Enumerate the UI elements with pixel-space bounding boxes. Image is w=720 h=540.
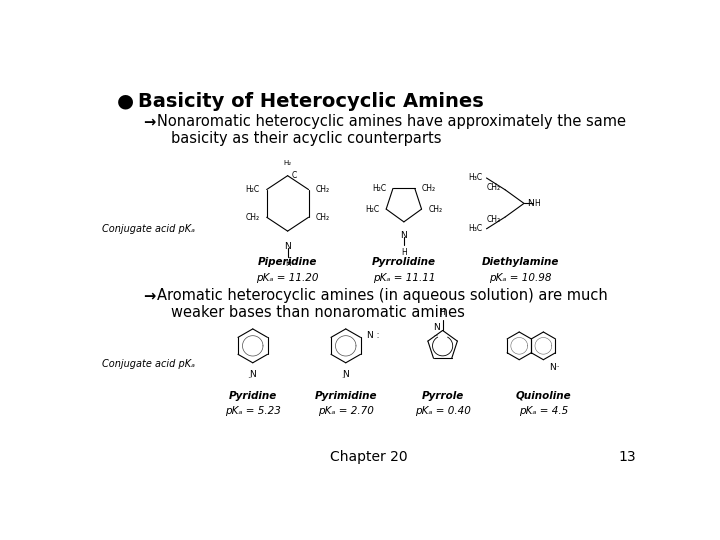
Text: Quinoline: Quinoline [516, 390, 571, 401]
Text: N: N [343, 370, 349, 380]
Text: H: H [401, 248, 407, 257]
Text: Conjugate acid pKₐ: Conjugate acid pKₐ [102, 359, 194, 369]
Text: H: H [440, 308, 446, 316]
Text: pKₐ = 2.70: pKₐ = 2.70 [318, 406, 374, 416]
Text: pKₐ = 0.40: pKₐ = 0.40 [415, 406, 471, 416]
Text: pKₐ = 11.20: pKₐ = 11.20 [256, 273, 319, 283]
Text: CH₂: CH₂ [315, 185, 330, 194]
Text: N: N [249, 370, 256, 380]
Text: N: N [400, 231, 408, 240]
Text: Chapter 20: Chapter 20 [330, 450, 408, 464]
Text: H₂C: H₂C [365, 205, 379, 214]
Text: ¨: ¨ [341, 377, 346, 387]
Text: CH₂: CH₂ [487, 183, 500, 192]
Text: H₂C: H₂C [246, 185, 260, 194]
Text: CH₂: CH₂ [428, 205, 443, 214]
Text: H₃C: H₃C [469, 173, 482, 183]
Text: Nonaromatic heterocyclic amines have approximately the same: Nonaromatic heterocyclic amines have app… [157, 114, 626, 129]
Text: Pyrrole: Pyrrole [421, 390, 464, 401]
Text: Basicity of Heterocyclic Amines: Basicity of Heterocyclic Amines [138, 92, 484, 111]
Text: pKₐ = 4.5: pKₐ = 4.5 [518, 406, 568, 416]
Text: →: → [143, 114, 155, 129]
Text: H₂: H₂ [284, 160, 292, 166]
Text: Piperidine: Piperidine [258, 257, 318, 267]
Text: →: → [143, 288, 155, 303]
Text: Aromatic heterocyclic amines (in aqueous solution) are much: Aromatic heterocyclic amines (in aqueous… [157, 288, 608, 303]
Text: CH₂: CH₂ [422, 184, 436, 193]
Text: CH₂: CH₂ [487, 215, 500, 224]
Text: Conjugate acid pKₐ: Conjugate acid pKₐ [102, 224, 194, 234]
Text: N: N [433, 323, 440, 332]
Text: Pyrrolidine: Pyrrolidine [372, 257, 436, 267]
Text: pKₐ = 5.23: pKₐ = 5.23 [225, 406, 281, 416]
Text: pKₐ = 11.11: pKₐ = 11.11 [373, 273, 435, 283]
Text: C: C [292, 171, 297, 180]
Text: N: N [549, 363, 557, 372]
Text: Diethylamine: Diethylamine [482, 257, 559, 267]
Text: H₂C: H₂C [372, 184, 386, 193]
Text: pKₐ = 10.98: pKₐ = 10.98 [489, 273, 552, 283]
Text: Pyridine: Pyridine [229, 390, 277, 401]
Text: N :: N : [366, 332, 379, 340]
Text: N: N [284, 242, 291, 251]
Text: basicity as their acyclic counterparts: basicity as their acyclic counterparts [171, 131, 441, 146]
Text: weaker bases than nonaromatic amines: weaker bases than nonaromatic amines [171, 305, 464, 320]
Text: H: H [284, 259, 290, 268]
Text: ●: ● [117, 92, 133, 111]
Text: CH₂: CH₂ [315, 213, 330, 222]
Text: N: N [527, 199, 534, 208]
Text: CH₂: CH₂ [246, 213, 260, 222]
Text: Pyrimidine: Pyrimidine [315, 390, 377, 401]
Text: H: H [534, 199, 540, 208]
Text: ¨: ¨ [556, 367, 559, 374]
Text: ¨: ¨ [248, 377, 252, 387]
Text: H₃C: H₃C [469, 224, 482, 233]
Text: 13: 13 [618, 450, 636, 464]
Text: ¨¨: ¨¨ [433, 335, 439, 340]
